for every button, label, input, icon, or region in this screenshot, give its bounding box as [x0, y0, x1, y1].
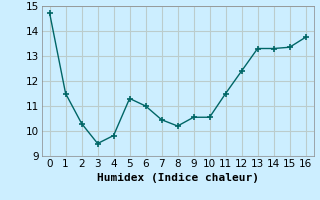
X-axis label: Humidex (Indice chaleur): Humidex (Indice chaleur)	[97, 173, 259, 183]
